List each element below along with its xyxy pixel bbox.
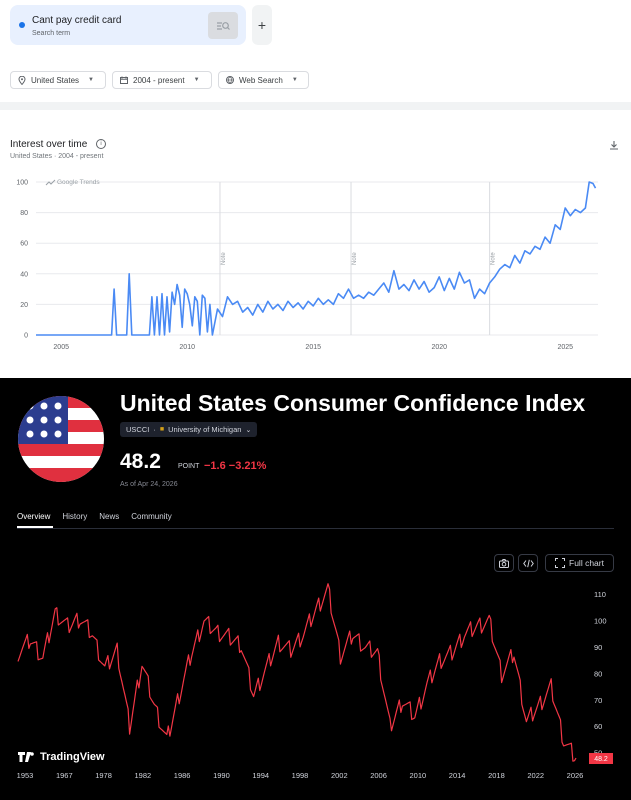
search-term-card[interactable]: Cant pay credit card Search term [10,5,246,45]
current-value: 48.2 [120,450,161,473]
globe-icon [226,76,234,84]
x-tick-label: 1994 [252,771,269,780]
chevron-down-icon: ▼ [291,77,298,83]
tab-community[interactable]: Community [131,512,172,521]
symbol-label: USCCI [126,425,150,434]
download-icon[interactable] [609,140,619,150]
series-color-dot [19,22,25,28]
chevron-down-icon: ⌄ [245,426,252,434]
confidence-series-line [17,583,577,762]
fullscreen-icon [555,558,566,568]
active-tab-indicator [17,526,53,528]
last-value-label: 48.2 [594,756,608,763]
interest-over-time-subtitle: United States · 2004 - present [10,153,104,160]
search-term-label: Search term [32,30,71,37]
x-tick-label: 1998 [292,771,309,780]
x-tick-label: 1953 [17,771,34,780]
last-value-marker [589,753,613,764]
us-flag-icon [18,396,104,482]
note-label: Note [352,252,358,265]
tab-overview[interactable]: Overview [17,512,51,521]
full-chart-button[interactable]: Full chart [545,554,614,572]
x-tick-label: 2025 [557,344,573,351]
page-title: United States Consumer Confidence Index [120,390,586,416]
source-label: University of Michigan [168,425,242,434]
info-icon[interactable]: i [96,139,106,149]
x-tick-label: 2020 [431,344,447,351]
tradingview-logo: TradingView [18,751,105,763]
tradingview-panel: United States Consumer Confidence Index … [0,378,631,800]
y-tick-label: 80 [594,669,602,678]
y-tick-label: 80 [20,210,28,217]
y-tick-label: 70 [594,696,602,705]
time-range-filter[interactable]: 2004 - present ▼ [112,71,212,89]
code-icon [522,559,534,567]
note-label: Note [221,252,227,265]
x-tick-label: 2010 [410,771,427,780]
interest-over-time-title: Interest over time [10,139,88,150]
x-tick-label: 2006 [370,771,387,780]
tab-bar: Overview History News Community [17,512,172,521]
y-tick-label: 40 [20,271,28,278]
add-comparison-button[interactable]: + [252,5,272,45]
value-change: −1.6 −3.21% [204,460,267,472]
chevron-down-icon: ▼ [193,77,200,83]
as-of-date: As of Apr 24, 2026 [120,481,178,488]
x-tick-label: 1967 [56,771,73,780]
search-type-filter[interactable]: Web Search ▼ [218,71,309,89]
x-tick-label: 2014 [449,771,466,780]
search-term: Cant pay credit card [32,15,122,26]
x-tick-label: 1982 [135,771,152,780]
y-tick-label: 90 [594,643,602,652]
snapshot-button[interactable] [494,554,514,572]
x-tick-label: 1990 [213,771,230,780]
time-range-filter-label: 2004 - present [133,75,185,85]
symbol-source-badge[interactable]: USCCI · ■ University of Michigan ⌄ [120,422,258,437]
source-logo-icon: ■ [159,426,165,433]
tab-divider [17,528,614,529]
tab-history[interactable]: History [62,512,88,521]
chevron-down-icon: ▼ [88,77,94,83]
interest-over-time-chart: 0 20 40 60 80 100 2005 2010 2015 2020 2025 Note Note… [16,179,598,351]
value-unit: POINT [178,463,200,470]
trend-icon [45,179,56,186]
region-filter[interactable]: United States ▼ [10,71,106,89]
x-tick-label: 2018 [488,771,505,780]
camera-icon [499,558,509,568]
tradingview-logo-text: TradingView [40,751,105,763]
trend-series-line [36,181,597,336]
calendar-icon [120,76,128,84]
y-tick-label: 100 [16,180,28,187]
search-icon[interactable] [208,12,238,39]
x-tick-label: 2015 [305,344,321,351]
y-tick-label: 110 [594,590,606,599]
y-tick-label: 60 [20,241,28,248]
embed-button[interactable] [518,554,538,572]
full-chart-label: Full chart [569,558,604,568]
y-tick-label: 100 [594,616,607,625]
google-trends-panel: Cant pay credit card Search term + Unite… [0,0,631,378]
x-tick-label: 1986 [174,771,191,780]
x-tick-label: 2005 [53,344,69,351]
search-type-filter-label: Web Search [239,75,283,85]
tab-news[interactable]: News [99,512,120,521]
x-tick-label: 2026 [567,771,584,780]
y-tick-label: 20 [20,302,28,309]
x-tick-label: 2022 [527,771,544,780]
y-tick-label: 60 [594,722,602,731]
x-tick-label: 2010 [179,344,195,351]
note-label: Note [491,252,497,265]
google-trends-watermark: Google Trends [57,179,100,186]
y-tick-label: 0 [24,333,28,340]
tradingview-logo-icon [18,752,34,762]
region-filter-label: United States [31,75,80,85]
consumer-confidence-chart: 506070809010011048.219531967197819821986… [17,583,613,780]
x-tick-label: 1978 [95,771,112,780]
location-pin-icon [18,75,26,85]
x-tick-label: 2002 [331,771,348,780]
separator-dot: · [153,425,156,434]
section-divider [0,102,631,110]
